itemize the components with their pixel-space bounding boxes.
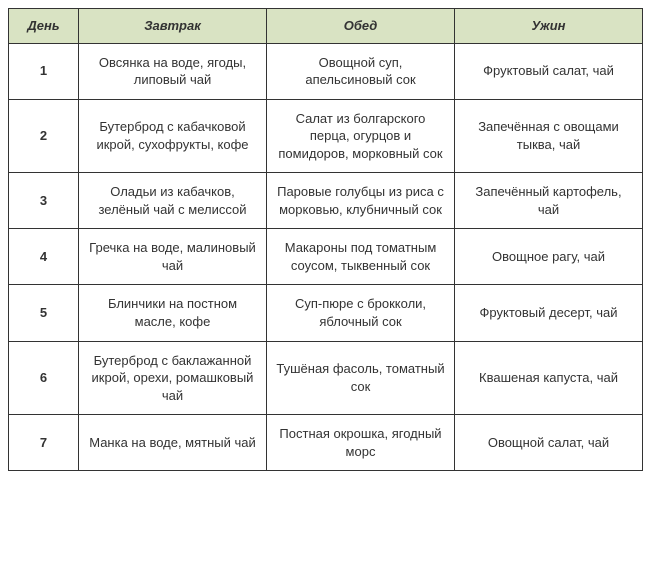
- breakfast-cell: Манка на воде, мятный чай: [79, 415, 267, 471]
- header-breakfast: Завтрак: [79, 9, 267, 44]
- breakfast-cell: Оладьи из кабачков, зелёный чай с мелисс…: [79, 173, 267, 229]
- table-row: 3 Оладьи из кабачков, зелёный чай с мели…: [9, 173, 643, 229]
- day-cell: 3: [9, 173, 79, 229]
- table-body: 1 Овсянка на воде, ягоды, липовый чай Ов…: [9, 43, 643, 471]
- breakfast-cell: Овсянка на воде, ягоды, липовый чай: [79, 43, 267, 99]
- lunch-cell: Тушёная фасоль, томатный сок: [267, 341, 455, 415]
- day-cell: 7: [9, 415, 79, 471]
- dinner-cell: Овощной салат, чай: [455, 415, 643, 471]
- lunch-cell: Овощной суп, апельсиновый сок: [267, 43, 455, 99]
- header-day: День: [9, 9, 79, 44]
- dinner-cell: Овощное рагу, чай: [455, 229, 643, 285]
- meal-plan-table: День Завтрак Обед Ужин 1 Овсянка на воде…: [8, 8, 643, 471]
- lunch-cell: Постная окрошка, ягодный морс: [267, 415, 455, 471]
- header-lunch: Обед: [267, 9, 455, 44]
- day-cell: 6: [9, 341, 79, 415]
- dinner-cell: Фруктовый десерт, чай: [455, 285, 643, 341]
- breakfast-cell: Блинчики на постном масле, кофе: [79, 285, 267, 341]
- breakfast-cell: Гречка на воде, малиновый чай: [79, 229, 267, 285]
- day-cell: 1: [9, 43, 79, 99]
- day-cell: 2: [9, 99, 79, 173]
- table-row: 2 Бутерброд с кабачковой икрой, сухофрук…: [9, 99, 643, 173]
- day-cell: 4: [9, 229, 79, 285]
- lunch-cell: Макароны под томатным соусом, тыквенный …: [267, 229, 455, 285]
- dinner-cell: Фруктовый салат, чай: [455, 43, 643, 99]
- header-dinner: Ужин: [455, 9, 643, 44]
- table-row: 5 Блинчики на постном масле, кофе Суп-пю…: [9, 285, 643, 341]
- dinner-cell: Запечённая с овощами тыква, чай: [455, 99, 643, 173]
- table-row: 7 Манка на воде, мятный чай Постная окро…: [9, 415, 643, 471]
- breakfast-cell: Бутерброд с баклажанной икрой, орехи, ро…: [79, 341, 267, 415]
- table-row: 6 Бутерброд с баклажанной икрой, орехи, …: [9, 341, 643, 415]
- dinner-cell: Запечённый картофель, чай: [455, 173, 643, 229]
- lunch-cell: Паровые голубцы из риса с морковью, клуб…: [267, 173, 455, 229]
- lunch-cell: Суп-пюре с брокколи, яблочный сок: [267, 285, 455, 341]
- table-row: 1 Овсянка на воде, ягоды, липовый чай Ов…: [9, 43, 643, 99]
- breakfast-cell: Бутерброд с кабачковой икрой, сухофрукты…: [79, 99, 267, 173]
- lunch-cell: Салат из болгарского перца, огурцов и по…: [267, 99, 455, 173]
- dinner-cell: Квашеная капуста, чай: [455, 341, 643, 415]
- table-header-row: День Завтрак Обед Ужин: [9, 9, 643, 44]
- day-cell: 5: [9, 285, 79, 341]
- table-row: 4 Гречка на воде, малиновый чай Макароны…: [9, 229, 643, 285]
